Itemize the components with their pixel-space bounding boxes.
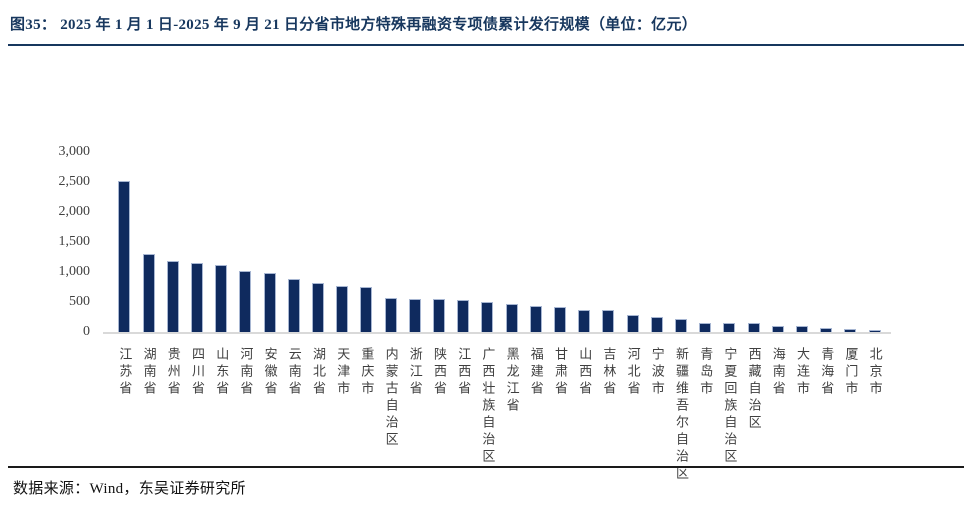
bar-chart: 0 500 1,000 1,500 2,000 2,500 3,000 江苏省 湖南省 贵州省四…	[0, 60, 972, 483]
x-axis-label: 宁夏回族自治区	[722, 347, 738, 466]
x-axis-label: 西藏自治区	[746, 347, 762, 432]
x-axis-label: 海南省	[770, 347, 786, 398]
x-axis-label: 天津市	[335, 347, 351, 398]
y-axis-tick-label: 2,500	[58, 174, 91, 189]
x-axis-label: 四川省	[190, 347, 205, 398]
x-axis-label: 重庆市	[359, 347, 375, 398]
bar	[505, 303, 518, 332]
x-axis-label: 贵州省	[165, 347, 181, 398]
bar	[263, 272, 276, 332]
bar	[868, 329, 881, 332]
figure-title: 图35： 2025 年 1 月 1 日-2025 年 9 月 21 日分省市地方…	[10, 17, 698, 33]
x-axis-label: 宁波市	[649, 347, 665, 398]
bar	[215, 265, 228, 332]
x-axis-label: 内蒙古自治区	[383, 347, 399, 449]
bar	[602, 310, 615, 332]
x-axis-label: 黑龙江省	[504, 347, 520, 415]
y-axis-tick-label: 500	[69, 294, 90, 309]
bar	[578, 309, 591, 332]
bar	[699, 323, 712, 332]
x-axis-label: 云南省	[286, 347, 302, 398]
x-axis-label: 福建省	[528, 347, 544, 398]
x-axis-label: 江苏省	[117, 347, 133, 398]
x-axis-label: 大连市	[795, 347, 810, 398]
bar	[166, 261, 179, 332]
bar	[554, 306, 566, 332]
bar	[239, 271, 252, 332]
bar	[384, 298, 397, 332]
plot-area	[103, 152, 893, 332]
x-axis-label: 山东省	[214, 347, 230, 398]
bar	[747, 323, 760, 332]
title-divider	[8, 44, 964, 46]
x-axis-label: 安徽省	[262, 347, 278, 398]
bar	[118, 181, 131, 332]
x-axis-label: 北京市	[867, 347, 883, 398]
x-axis-label: 吉林省	[601, 347, 617, 398]
x-axis: 江苏省 湖南省 贵州省 四川省 山东省 河南省 安徽省 云南省 湖北省 天津市 重庆市 内蒙古自治区浙…	[103, 347, 893, 512]
x-axis-label: 浙江省	[407, 347, 423, 398]
data-source: 数据来源：Wind，东吴证券研究所	[13, 481, 246, 497]
y-axis-tick-label: 1,500	[58, 234, 91, 249]
x-axis-label: 青岛市	[698, 347, 714, 398]
x-axis-label: 湖北省	[311, 347, 326, 398]
x-axis-label: 青海省	[819, 347, 835, 398]
x-axis-label: 广西壮族自治区	[480, 347, 496, 466]
x-axis-label: 厦门市	[843, 347, 859, 398]
x-axis-label: 河南省	[238, 347, 254, 398]
bar	[457, 299, 470, 332]
x-axis-label: 新疆维吾尔自治区	[674, 347, 689, 483]
y-axis-tick-label: 0	[83, 324, 90, 339]
bar	[650, 317, 663, 332]
bar	[433, 299, 445, 332]
x-axis-label: 甘肃省	[553, 347, 568, 398]
y-axis-tick-label: 3,000	[58, 144, 91, 159]
y-axis-tick-label: 1,000	[58, 264, 91, 279]
footer-divider	[8, 466, 964, 468]
bar	[408, 299, 421, 332]
x-axis-label: 陕西省	[432, 347, 447, 398]
bar	[312, 283, 324, 332]
bar	[336, 285, 349, 332]
bar	[796, 326, 808, 332]
bar	[675, 319, 687, 332]
bar	[529, 306, 542, 332]
x-axis-line	[103, 332, 891, 334]
bar	[481, 302, 494, 332]
y-axis: 0 500 1,000 1,500 2,000 2,500 3,000	[18, 144, 91, 339]
bar	[820, 328, 833, 332]
bar	[287, 279, 300, 332]
x-axis-label: 湖南省	[141, 347, 157, 398]
x-axis-label: 山西省	[577, 347, 593, 398]
bar	[626, 314, 639, 332]
x-axis-label: 河北省	[625, 347, 641, 398]
bar	[191, 263, 203, 332]
bar	[723, 323, 736, 332]
bar	[360, 287, 373, 332]
bar	[142, 254, 155, 332]
y-axis-tick-label: 2,000	[58, 204, 91, 219]
bar	[844, 329, 857, 332]
x-axis-label: 江西省	[456, 347, 472, 398]
bar	[771, 325, 784, 332]
